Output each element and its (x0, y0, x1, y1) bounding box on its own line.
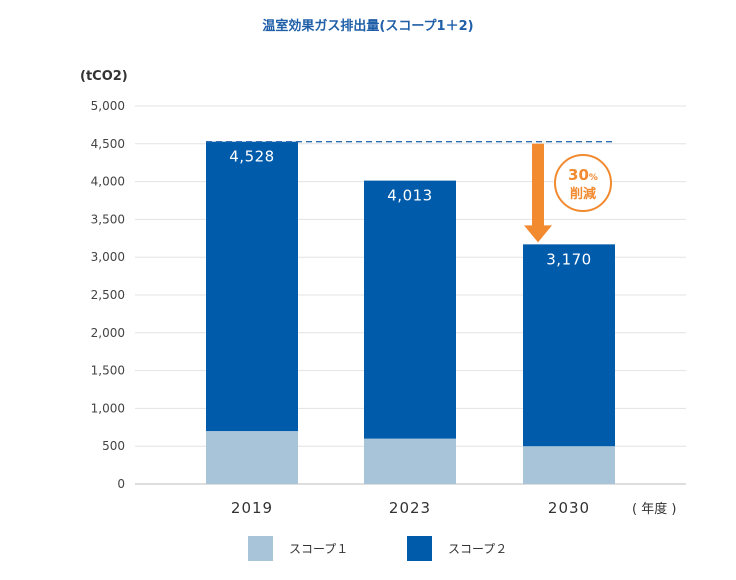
chart-title: 温室効果ガス排出量(スコープ1＋2) (262, 18, 473, 34)
legend-label-scope2: スコープ２ (448, 542, 507, 556)
bar-total-label-2019: 4,528 (229, 148, 274, 166)
reduction-arrow-head (524, 225, 552, 243)
bar-total-label-2023: 4,013 (387, 187, 432, 205)
y-tick-label: 2,500 (91, 288, 125, 302)
reduction-percent: 30% (568, 166, 598, 184)
y-tick-labels: 0 500 1,000 1,500 2,000 2,500 3,000 3,500 4,000 4… (91, 99, 125, 491)
bar-scope1-2023 (364, 438, 456, 484)
x-tick-label-2030: 2030 (548, 499, 590, 517)
reduction-annotation: 30% 削減 (524, 143, 612, 243)
legend: スコープ１ スコープ２ (248, 536, 507, 561)
bar-scope1-2030 (523, 446, 615, 484)
x-tick-label-2019: 2019 (231, 499, 273, 517)
legend-swatch-scope1 (248, 536, 273, 561)
y-tick-label: 3,500 (91, 212, 125, 226)
bar-value-labels: 4,528 4,013 3,170 (229, 148, 591, 269)
legend-swatch-scope2 (407, 536, 432, 561)
bars (206, 141, 615, 484)
reduction-badge (554, 154, 612, 212)
legend-label-scope1: スコープ１ (289, 542, 348, 556)
x-tick-label-2023: 2023 (389, 499, 431, 517)
y-axis-unit: (tCO2) (80, 69, 128, 84)
y-tick-label: 500 (102, 439, 125, 453)
x-axis-unit: ( 年度 ) (632, 501, 676, 517)
bar-total-label-2030: 3,170 (546, 250, 591, 268)
y-tick-label: 2,000 (91, 326, 125, 340)
bar-scope2-2023 (364, 180, 456, 439)
y-tick-label: 4,000 (91, 175, 125, 189)
y-tick-label: 4,500 (91, 137, 125, 151)
bar-scope2-2019 (206, 141, 298, 432)
reduction-label: 削減 (570, 186, 596, 202)
y-tick-label: 5,000 (91, 99, 125, 113)
y-tick-label: 3,000 (91, 250, 125, 264)
y-tick-label: 0 (117, 477, 125, 491)
bar-scope1-2019 (206, 431, 298, 484)
bar-scope2-2030 (523, 244, 615, 447)
y-tick-label: 1,000 (91, 401, 125, 415)
x-category-labels: 2019 2023 2030 (231, 499, 590, 517)
y-tick-label: 1,500 (91, 364, 125, 378)
reduction-arrow-shaft (532, 143, 544, 227)
